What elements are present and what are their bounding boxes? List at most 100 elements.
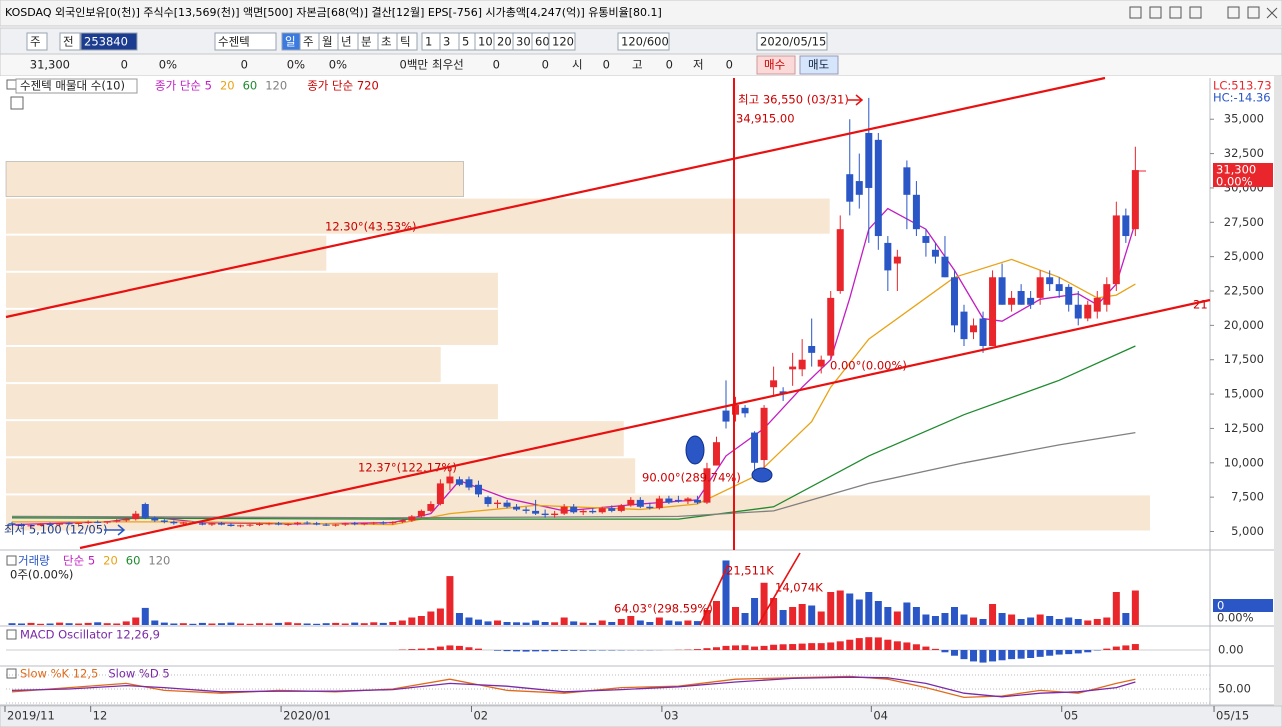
buy-button[interactable] <box>756 55 796 75</box>
icon[interactable] <box>1129 6 1142 19</box>
close-icon[interactable] <box>1266 7 1278 19</box>
legend-entry: 종가 단순 5 <box>155 79 212 93</box>
arrow <box>848 94 864 106</box>
x-tick-label: 2019/11 <box>7 709 55 723</box>
quote-item: 저 <box>693 58 704 72</box>
volume-bar <box>541 622 549 625</box>
pane-status: 0주(0.00%) <box>10 568 73 582</box>
macd-bar <box>893 641 901 650</box>
volume-bar <box>922 614 930 625</box>
toolbar-item[interactable]: 253840 <box>84 35 128 49</box>
toolbar-item[interactable]: 10 <box>478 35 493 49</box>
toolbar-item[interactable]: 3 <box>443 35 450 49</box>
toolbar-item[interactable]: 전 <box>63 35 74 49</box>
toolbar-button[interactable] <box>617 32 670 51</box>
volume-bar <box>532 620 540 625</box>
toolbar-button[interactable] <box>548 32 576 51</box>
toolbar-button[interactable] <box>59 32 81 51</box>
legend-entry: 종가 단순 720 <box>307 79 379 93</box>
toolbar-item[interactable]: 60 <box>535 35 550 49</box>
toolbar-item[interactable]: 2020/05/15 <box>760 35 826 49</box>
toolbar-item[interactable]: 주 <box>30 35 41 49</box>
candle-body <box>798 359 806 370</box>
candle-body <box>284 523 292 525</box>
toolbar-item[interactable]: 20 <box>497 35 512 49</box>
candle-body <box>455 479 463 485</box>
icon[interactable] <box>1247 6 1260 19</box>
candle-body <box>246 524 254 526</box>
toolbar-item[interactable]: 분 <box>361 35 372 49</box>
price-tag <box>1213 163 1273 187</box>
candle-body <box>1055 284 1063 292</box>
volume-bar <box>598 620 606 625</box>
candle-body <box>732 405 740 415</box>
volume-profile-bar <box>6 458 636 494</box>
toolbar-button[interactable] <box>26 32 48 51</box>
toolbar-item[interactable]: 틱 <box>400 35 411 49</box>
trend-line <box>5 76 1106 319</box>
sell-button[interactable] <box>799 55 839 75</box>
toolbar-button[interactable] <box>214 32 277 51</box>
candle-body <box>817 359 825 367</box>
candle-body <box>922 236 930 243</box>
icon[interactable] <box>1169 6 1182 19</box>
icon[interactable] <box>1227 6 1240 19</box>
volume-bar <box>846 593 854 625</box>
volume-bar <box>903 602 911 625</box>
annotation: 14,074K <box>775 581 823 595</box>
volume-bar <box>1017 619 1025 625</box>
volume-bar <box>1055 619 1063 625</box>
x-tick-label: 03 <box>664 709 679 723</box>
quote-item: 매도 <box>808 58 829 72</box>
candle-body <box>122 519 130 521</box>
volume-bar <box>494 620 502 625</box>
indicator-line <box>11 676 1136 698</box>
toolbar-item[interactable]: 월 <box>322 35 333 49</box>
candle-body <box>56 523 64 525</box>
candle-body <box>332 524 340 526</box>
legend-icon <box>6 668 17 679</box>
volume-tag-label: 0 <box>1217 599 1224 613</box>
toolbar-item[interactable]: 수젠텍 <box>218 35 250 49</box>
candle-body <box>417 510 425 517</box>
volume-bar <box>227 622 235 625</box>
candle-body <box>941 256 949 278</box>
volume-bar <box>446 576 454 625</box>
toolbar-item[interactable]: 5 <box>462 35 469 49</box>
macd-bar <box>846 639 854 650</box>
volume-bar <box>608 622 616 625</box>
volume-bar <box>427 611 435 625</box>
volume-bar <box>65 623 73 625</box>
toolbar-item[interactable]: 120/600 <box>621 35 669 49</box>
volume-bar <box>989 604 997 625</box>
toolbar-button[interactable] <box>396 32 418 51</box>
toolbar-item[interactable]: 일 <box>285 35 296 49</box>
toolbar-item[interactable]: 120 <box>552 35 574 49</box>
toolbar-button[interactable] <box>756 32 828 51</box>
volume-bar <box>732 607 740 625</box>
toolbar-item[interactable]: 주 <box>303 35 314 49</box>
volume-bar <box>674 621 682 625</box>
macd-bar <box>1112 646 1120 650</box>
toolbar-item[interactable]: 초 <box>381 35 392 49</box>
candle-body <box>103 521 111 523</box>
toolbar-item[interactable]: 1 <box>425 35 432 49</box>
toolbar-item[interactable]: 년 <box>341 35 352 49</box>
quote-item: 0 <box>666 58 673 72</box>
candle-body <box>446 476 454 484</box>
scrollbar[interactable] <box>1274 76 1282 707</box>
icon[interactable] <box>1149 6 1162 19</box>
volume-bar <box>551 622 559 625</box>
legend-entry: 120 <box>148 554 170 568</box>
toolbar-item[interactable]: 30 <box>516 35 531 49</box>
candle-body <box>275 523 283 525</box>
volume-bar <box>646 622 654 625</box>
toolbar-button[interactable] <box>80 32 138 51</box>
volume-bar <box>94 622 102 625</box>
info-label: LC:513.73 <box>1213 79 1272 93</box>
volume-bar <box>18 623 26 625</box>
volume-bar <box>160 622 168 625</box>
icon[interactable] <box>1189 6 1202 19</box>
volume-bar <box>760 582 768 625</box>
macd-bar <box>827 642 835 650</box>
